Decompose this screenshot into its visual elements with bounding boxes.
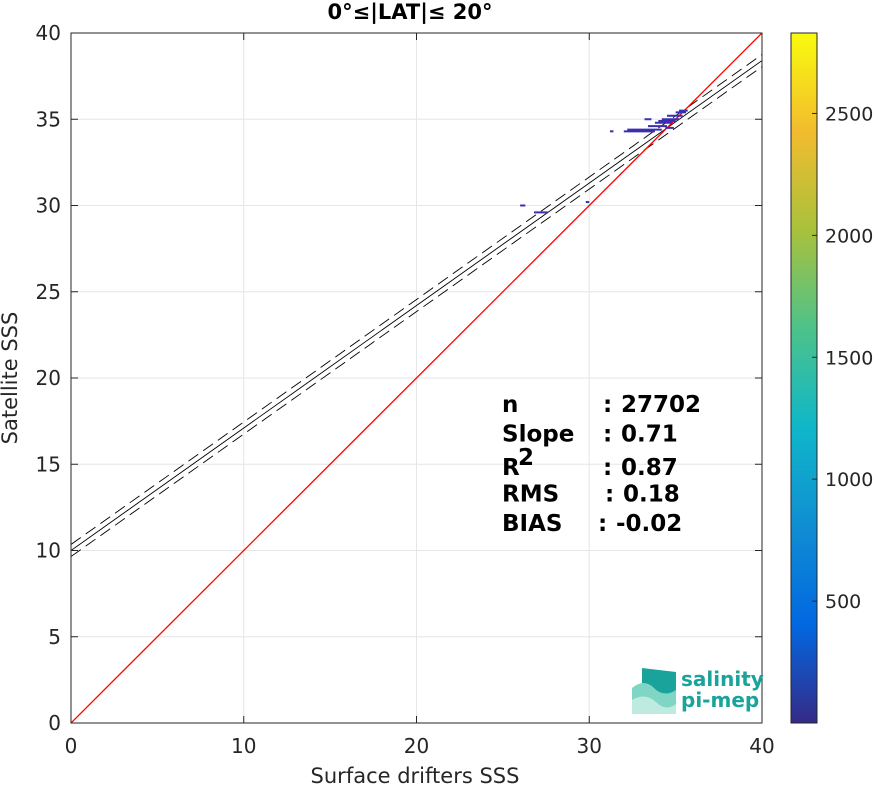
stat-separator: : xyxy=(603,392,612,418)
stat-label: RMS xyxy=(502,482,559,508)
x-axis-label: Surface drifters SSS xyxy=(311,764,520,786)
stat-separator: : xyxy=(603,422,612,448)
identity-line-group xyxy=(71,33,762,723)
colorbar: 500 1000 1500 2000 2500 xyxy=(790,32,873,724)
x-axis-ticks: 0 10 20 30 40 xyxy=(65,33,775,758)
stat-label: R xyxy=(502,455,520,481)
fit-line xyxy=(71,60,762,551)
stat-superscript: 2 xyxy=(518,445,534,471)
y-tick-label: 30 xyxy=(36,194,61,218)
fit-band-upper xyxy=(71,54,762,545)
chart-title: 0°≤|LAT|≤ 20° xyxy=(327,0,492,25)
colorbar-tick-label: 1000 xyxy=(825,469,873,491)
identity-line xyxy=(71,33,762,723)
stat-label: Slope xyxy=(502,422,574,448)
stat-separator: : xyxy=(605,482,614,508)
stats-box: n: 27702 Slope: 0.71 R2: 0.87 RMS: 0.18 BIAS… xyxy=(502,392,701,537)
colorbar-tick-label: 500 xyxy=(825,591,861,613)
stat-value: -0.02 xyxy=(616,511,682,537)
y-axis-label: Satellite SSS xyxy=(0,312,22,445)
colorbar-gradient xyxy=(790,32,818,724)
colorbar-ticks: 500 1000 1500 2000 2500 xyxy=(812,103,873,613)
stat-value: 0.18 xyxy=(623,482,680,508)
colorbar-tick-label: 2000 xyxy=(825,225,873,247)
y-tick-label: 25 xyxy=(36,280,61,304)
y-tick-label: 10 xyxy=(36,539,61,563)
logo-line2: pi-mep xyxy=(681,688,759,712)
stat-value: 27702 xyxy=(621,392,701,418)
y-tick-label: 35 xyxy=(36,107,61,131)
density-points xyxy=(520,109,688,214)
y-tick-label: 40 xyxy=(36,21,61,45)
x-tick-label: 10 xyxy=(231,734,256,758)
stat-value: 0.87 xyxy=(621,455,678,481)
colorbar-tick-label: 2500 xyxy=(825,103,873,125)
stat-separator: : xyxy=(598,511,607,537)
y-axis-ticks: 0 5 10 15 20 25 30 35 40 xyxy=(36,21,762,735)
stat-value: 0.71 xyxy=(621,422,678,448)
stat-label: n xyxy=(502,392,518,418)
stat-label: BIAS xyxy=(502,511,562,537)
x-tick-label: 0 xyxy=(65,734,78,758)
logo-line1: salinity xyxy=(681,667,764,691)
salinity-pi-mep-logo: salinity pi-mep xyxy=(632,667,764,714)
y-tick-label: 0 xyxy=(48,711,61,735)
x-tick-label: 40 xyxy=(749,734,774,758)
colorbar-tick-label: 1500 xyxy=(825,347,873,369)
x-tick-label: 30 xyxy=(577,734,602,758)
y-tick-label: 5 xyxy=(48,625,61,649)
y-tick-label: 15 xyxy=(36,452,61,476)
x-tick-label: 20 xyxy=(404,734,429,758)
wave-logo-icon xyxy=(632,668,676,714)
stat-separator: : xyxy=(603,455,612,481)
y-tick-label: 20 xyxy=(36,366,61,390)
